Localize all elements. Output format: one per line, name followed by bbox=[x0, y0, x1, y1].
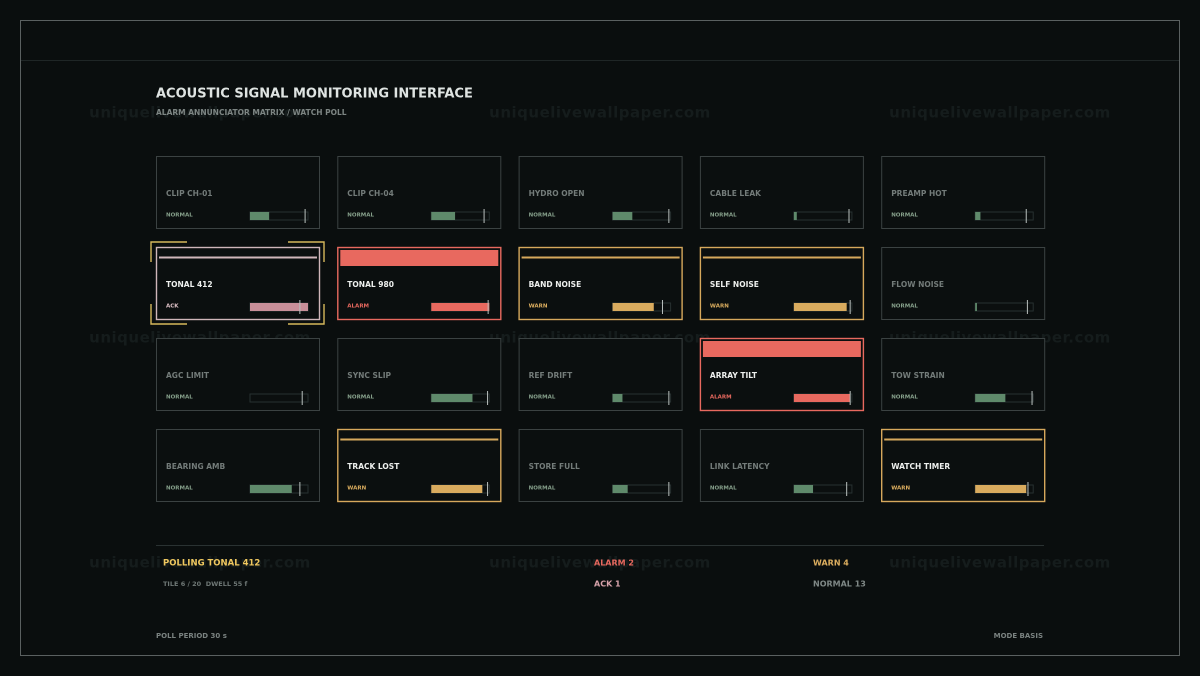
tile-status: NORMAL bbox=[529, 486, 556, 492]
tile-label: BAND NOISE bbox=[529, 280, 582, 289]
tile-label: CLIP CH-01 bbox=[166, 189, 213, 198]
tile-grid: CLIP CH-01 NORMAL CLIP CH-04 NORMAL HYDRO OP… bbox=[150, 156, 1046, 503]
tile bbox=[337, 338, 502, 411]
tile-label: AGC LIMIT bbox=[166, 371, 210, 380]
tile-status: NORMAL bbox=[891, 213, 918, 219]
tile bbox=[156, 429, 320, 502]
tile-label: REF DRIFT bbox=[529, 371, 574, 380]
tile-status: ACK bbox=[166, 304, 179, 310]
tile-label: TRACK LOST bbox=[347, 462, 400, 471]
tile-label: TOW STRAIN bbox=[891, 371, 945, 380]
tile-label: TONAL 980 bbox=[347, 280, 394, 289]
tile-status: WARN bbox=[347, 486, 366, 492]
tile-status: WARN bbox=[529, 304, 548, 310]
tile bbox=[156, 338, 320, 411]
tile-label: HYDRO OPEN bbox=[529, 189, 585, 198]
bar-fill bbox=[793, 303, 847, 311]
watermark: uniquelivewallpaper.com bbox=[489, 554, 711, 572]
tile-status: ALARM bbox=[710, 395, 732, 401]
tile-status: NORMAL bbox=[347, 395, 374, 401]
polling-detail: TILE 6 / 20 DWELL 55 f bbox=[163, 580, 248, 588]
tile-status: NORMAL bbox=[891, 395, 918, 401]
tile bbox=[337, 156, 502, 229]
bar-fill bbox=[250, 212, 270, 220]
tile-status: NORMAL bbox=[891, 304, 918, 310]
bar-fill bbox=[793, 485, 814, 493]
watermark: uniquelivewallpaper.com bbox=[889, 104, 1111, 122]
tile-status: NORMAL bbox=[529, 395, 556, 401]
bar-fill bbox=[793, 212, 797, 220]
tile bbox=[518, 429, 683, 502]
watermark: uniquelivewallpaper.com bbox=[89, 104, 311, 122]
normal-count: NORMAL 13 bbox=[813, 580, 866, 589]
tile-label: SELF NOISE bbox=[710, 280, 759, 289]
tile bbox=[518, 156, 683, 229]
tile bbox=[699, 429, 864, 502]
tile-status: NORMAL bbox=[166, 395, 193, 401]
tile bbox=[881, 338, 1046, 411]
bar-fill bbox=[612, 303, 654, 311]
tile-label: WATCH TIMER bbox=[891, 462, 950, 471]
watermark: uniquelivewallpaper.com bbox=[889, 554, 1111, 572]
tile bbox=[518, 246, 683, 321]
tile-status: NORMAL bbox=[710, 213, 737, 219]
bar-fill bbox=[250, 485, 292, 493]
tile bbox=[156, 156, 320, 229]
poll-period: POLL PERIOD 30 s bbox=[156, 632, 227, 640]
selection-bracket bbox=[150, 304, 187, 325]
selection-bracket bbox=[288, 304, 325, 325]
bar-fill bbox=[431, 212, 456, 220]
tile-label: CABLE LEAK bbox=[710, 189, 762, 198]
bar-fill bbox=[793, 394, 851, 402]
tile-status: NORMAL bbox=[710, 486, 737, 492]
tile-label: SYNC SLIP bbox=[347, 371, 391, 380]
bar-fill bbox=[431, 485, 483, 493]
tile-label: FLOW NOISE bbox=[891, 280, 944, 289]
subtitle: ALARM ANNUNCIATOR MATRIX / WATCH POLL bbox=[156, 108, 347, 117]
watermark: uniquelivewallpaper.com bbox=[489, 104, 711, 122]
bar-fill bbox=[612, 485, 628, 493]
bar-fill bbox=[431, 303, 490, 311]
bar-fill bbox=[975, 394, 1006, 402]
warn-count: WARN 4 bbox=[813, 559, 849, 568]
watermark: uniquelivewallpaper.com bbox=[89, 554, 311, 572]
polling-target: POLLING TONAL 412 bbox=[163, 559, 260, 569]
tile-status: NORMAL bbox=[166, 486, 193, 492]
tile-label: ARRAY TILT bbox=[710, 371, 758, 380]
bar-track bbox=[249, 393, 309, 403]
tile-status: WARN bbox=[891, 486, 910, 492]
tile bbox=[881, 247, 1046, 320]
tile-label: TONAL 412 bbox=[166, 280, 213, 289]
bar-fill bbox=[975, 485, 1027, 493]
tile bbox=[518, 338, 683, 411]
tile-banner bbox=[702, 341, 861, 357]
bar-fill bbox=[250, 303, 308, 311]
tile-status: NORMAL bbox=[347, 213, 374, 219]
mode: MODE BASIS bbox=[994, 632, 1043, 640]
alarm-count: ALARM 2 bbox=[594, 559, 634, 568]
bar-fill bbox=[612, 212, 633, 220]
bar-fill bbox=[975, 212, 981, 220]
ack-count: ACK 1 bbox=[594, 580, 621, 589]
tile-label: BEARING AMB bbox=[166, 462, 226, 471]
tile-status: NORMAL bbox=[529, 213, 556, 219]
tile-label: STORE FULL bbox=[529, 462, 580, 471]
tile bbox=[881, 156, 1046, 229]
title: ACOUSTIC SIGNAL MONITORING INTERFACE bbox=[156, 87, 473, 102]
tile-label: PREAMP HOT bbox=[891, 189, 947, 198]
tile-banner bbox=[340, 250, 499, 266]
selection-bracket bbox=[150, 241, 187, 262]
bar-fill bbox=[612, 394, 623, 402]
tile-status: NORMAL bbox=[166, 213, 193, 219]
bar-fill bbox=[431, 394, 473, 402]
tile-label: CLIP CH-04 bbox=[347, 189, 394, 198]
tile bbox=[699, 156, 864, 229]
tile-label: LINK LATENCY bbox=[710, 462, 770, 471]
bar-fill bbox=[975, 303, 977, 311]
selection-bracket bbox=[288, 241, 325, 262]
tile-status: WARN bbox=[710, 304, 729, 310]
frame bbox=[20, 20, 1180, 656]
tile-status: ALARM bbox=[347, 304, 369, 310]
